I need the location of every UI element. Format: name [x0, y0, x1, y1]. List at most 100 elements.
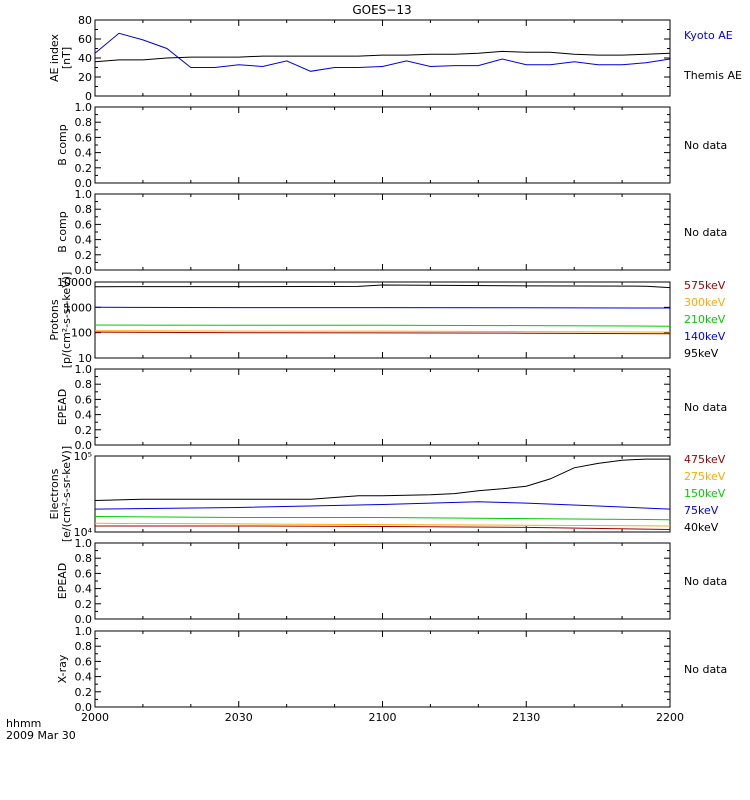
y-tick-label: 0.6 [75, 655, 93, 668]
y-tick-label: 0.4 [75, 583, 93, 596]
panel-frame [94, 281, 671, 359]
y-axis-label: AE index [48, 33, 61, 82]
y-tick-label: 0.8 [75, 378, 93, 391]
panel-4: 10 100 1000 10000 Protons [p/(cm²-s-sr-keV)] 5… [48, 272, 726, 369]
panel-6: 10⁴ 10⁵ Electrons [e/(cm²-s-sr-keV)] 475keV 2… [48, 446, 726, 542]
series-line-40kev [94, 458, 670, 501]
legend-label: 150keV [684, 487, 726, 500]
y-tick-label: 0.8 [75, 552, 93, 565]
y-tick-label: 40 [78, 52, 92, 65]
panel-3: 0.0 0.2 0.4 0.6 0.8 1.0 B comp No data [56, 188, 727, 277]
x-tick-label: 2000 [81, 711, 109, 724]
y-tick-label: 0.0 [75, 613, 93, 626]
time-label: hhmm [6, 717, 41, 730]
y-axis-label: B comp [56, 124, 69, 166]
series-line-140kev [94, 306, 671, 309]
panel-frame [94, 368, 671, 446]
y-tick-label: 20 [78, 71, 92, 84]
legend-label: 95keV [684, 347, 719, 360]
y-tick-label: 0.2 [75, 686, 93, 699]
panel-8: 0.0 0.2 0.4 0.6 0.8 1.0 X-ray No data 2000 2030 21… [56, 625, 727, 724]
y-tick-label: 1.0 [75, 537, 93, 550]
y-tick-label: 0.8 [75, 203, 93, 216]
y-tick-label: 0.4 [75, 671, 93, 684]
no-data-label: No data [684, 401, 727, 414]
legend-label: 300keV [684, 296, 726, 309]
series-line-275kev [94, 522, 671, 527]
series-line-150kev [94, 516, 671, 521]
y-tick-label: 0.8 [75, 640, 93, 653]
panel-frame [94, 106, 671, 184]
legend-label: Kyoto AE [684, 29, 733, 42]
y-axis-label: X-ray [56, 654, 69, 683]
legend-label: 575keV [684, 279, 726, 292]
y-axis-label: EPEAD [56, 563, 69, 600]
legend-label: 275keV [684, 470, 726, 483]
panel-1: 0 20 40 60 80 AE index [nT] Kyoto AE Themis AE [48, 14, 742, 103]
series-line-575kev [94, 331, 671, 335]
y-axis-label: [e/(cm²-s-sr-keV)] [60, 446, 73, 542]
y-tick-label: 10 [78, 352, 92, 365]
y-axis-label: EPEAD [56, 389, 69, 426]
legend-label: 140keV [684, 330, 726, 343]
y-tick-label: 10⁴ [74, 526, 93, 539]
series-line-kyoto-ae [94, 32, 671, 72]
legend-label: Themis AE [683, 69, 742, 82]
y-tick-label: 1.0 [75, 101, 93, 114]
panel-frame [94, 542, 671, 620]
y-tick-label: 0.2 [75, 249, 93, 262]
legend-label: 75keV [684, 504, 719, 517]
y-axis-label: Protons [48, 299, 61, 340]
y-tick-label: 0.2 [75, 424, 93, 437]
panel-frame [94, 19, 671, 97]
y-tick-label: 0.6 [75, 131, 93, 144]
legend-label: 210keV [684, 313, 726, 326]
y-axis-label: B comp [56, 211, 69, 253]
y-tick-label: 0.0 [75, 439, 93, 452]
x-tick-label: 2200 [656, 711, 684, 724]
panel-7: 0.0 0.2 0.4 0.6 0.8 1.0 EPEAD No data [56, 537, 727, 626]
series-line-475kev [95, 525, 671, 530]
y-tick-label: 0.4 [75, 147, 93, 160]
series-line-210kev [94, 324, 671, 327]
y-axis-label: Electrons [48, 468, 61, 519]
legend-label: 40keV [684, 521, 719, 534]
no-data-label: No data [684, 663, 727, 676]
y-tick-label: 1.0 [75, 188, 93, 201]
y-tick-label: 0.0 [75, 177, 93, 190]
no-data-label: No data [684, 139, 727, 152]
y-tick-label: 10⁵ [74, 450, 92, 463]
y-tick-label: 1000 [64, 301, 92, 314]
series-line-75kev [94, 501, 671, 510]
y-tick-label: 0.2 [75, 598, 93, 611]
y-tick-label: 80 [78, 14, 92, 27]
series-line-95kev [94, 284, 671, 289]
date-label: 2009 Mar 30 [6, 729, 76, 742]
panel-frame [94, 455, 671, 533]
panel-5: 0.0 0.2 0.4 0.6 0.8 1.0 EPEAD No data [56, 363, 727, 452]
series-line-300kev [94, 330, 671, 333]
x-tick-label: 2100 [369, 711, 397, 724]
plot-title: GOES−13 [352, 3, 411, 17]
y-tick-label: 0.2 [75, 162, 93, 175]
panel-frame [94, 193, 671, 271]
series-line-themis-ae [94, 50, 671, 63]
y-tick-label: 0.6 [75, 218, 93, 231]
y-axis-label: [p/(cm²-s-sr-keV)] [60, 272, 73, 369]
y-tick-label: 0.6 [75, 567, 93, 580]
x-tick-label: 2030 [225, 711, 253, 724]
y-tick-label: 100 [71, 327, 92, 340]
no-data-label: No data [684, 575, 727, 588]
y-tick-label: 0.0 [75, 701, 93, 714]
y-axis-label: [nT] [60, 47, 73, 69]
y-tick-label: 1.0 [75, 625, 93, 638]
y-tick-label: 0.4 [75, 234, 93, 247]
y-tick-label: 0.6 [75, 393, 93, 406]
panels: 0 20 40 60 80 AE index [nT] Kyoto AE Themis AE 0.… [48, 14, 742, 724]
y-tick-label: 0.4 [75, 409, 93, 422]
y-tick-label: 0.0 [75, 264, 93, 277]
y-tick-label: 0 [85, 90, 92, 103]
no-data-label: No data [684, 226, 727, 239]
y-tick-label: 60 [78, 33, 92, 46]
